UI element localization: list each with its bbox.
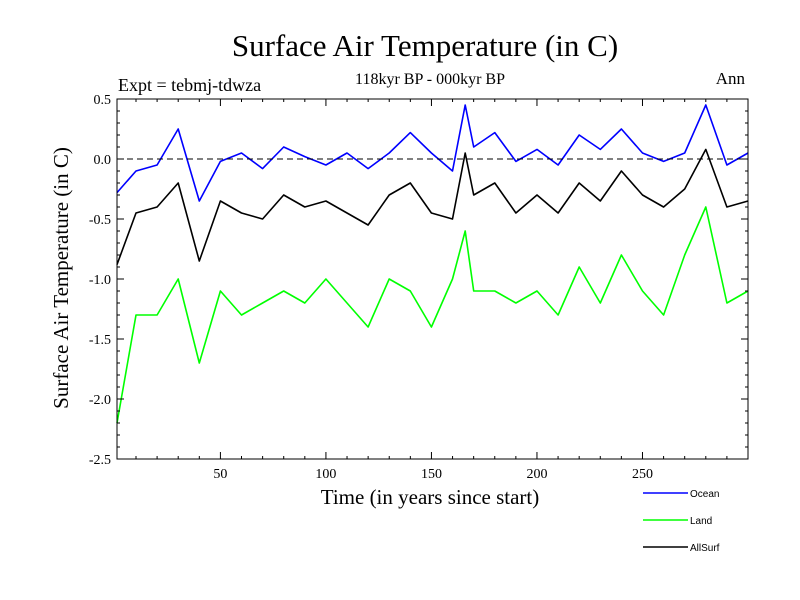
legend-label-allsurf: AllSurf	[690, 543, 720, 554]
season-label: Ann	[716, 69, 746, 88]
y-tick-label: -1.5	[89, 333, 111, 348]
x-tick-label: 100	[315, 467, 336, 482]
y-tick-label: -1.0	[89, 273, 111, 288]
x-tick-label: 50	[213, 467, 227, 482]
y-tick-label: -2.5	[89, 453, 111, 468]
x-axis-label: Time (in years since start)	[321, 485, 540, 509]
y-tick-label: 0.5	[94, 93, 112, 108]
axis-ticks: 50 100 150 200 250 -2.5 -2.0 -1.5 -1.0 -0.5 0.0 0.5	[89, 93, 748, 482]
series-line-ocean	[116, 104, 749, 202]
series-line-land	[116, 206, 749, 424]
legend-label-land: Land	[690, 516, 712, 527]
y-tick-label: -2.0	[89, 393, 111, 408]
series-line-allsurf	[116, 148, 749, 265]
series-lines	[116, 104, 749, 424]
x-tick-label: 250	[632, 467, 653, 482]
y-tick-label: -0.5	[89, 213, 111, 228]
x-tick-label: 200	[526, 467, 547, 482]
x-tick-label: 150	[421, 467, 442, 482]
chart-subtitle: 118kyr BP - 000kyr BP	[355, 71, 505, 88]
y-tick-label: 0.0	[94, 153, 112, 168]
legend-label-ocean: Ocean	[690, 489, 719, 500]
experiment-label: Expt = tebmj-tdwza	[118, 75, 261, 95]
y-axis-label: Surface Air Temperature (in C)	[49, 147, 73, 409]
legend: Ocean Land AllSurf	[643, 489, 720, 554]
chart-title: Surface Air Temperature (in C)	[232, 28, 618, 63]
